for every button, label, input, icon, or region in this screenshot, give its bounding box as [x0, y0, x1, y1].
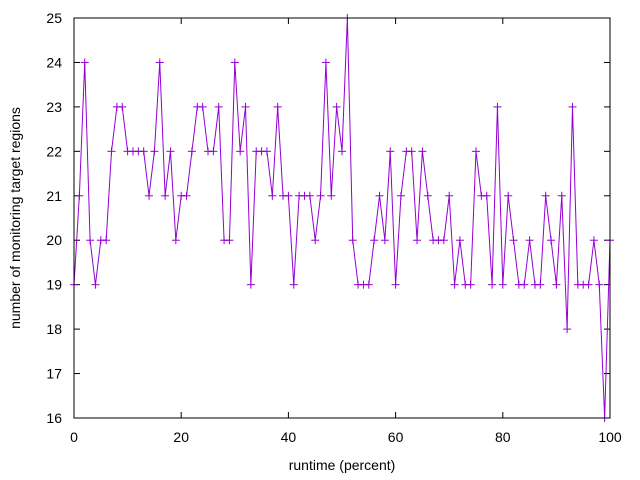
y-tick-label: 19: [46, 277, 62, 293]
data-point: [332, 102, 341, 111]
data-point: [563, 325, 572, 334]
data-point: [557, 191, 566, 200]
data-point: [338, 147, 346, 156]
data-point: [482, 191, 491, 200]
data-point: [568, 102, 577, 111]
data-point: [584, 280, 593, 289]
data-point: [552, 280, 561, 289]
data-point: [466, 280, 475, 289]
data-point: [268, 191, 277, 200]
tick-labels: 0 20 40 60 80 100 16 17 18 19 20 21 22 23 24 25: [46, 10, 621, 445]
data-point: [139, 147, 148, 156]
y-tick-label: 21: [46, 188, 62, 204]
data-point: [413, 236, 422, 245]
data-point: [407, 147, 416, 156]
data-point: [107, 147, 116, 156]
data-point: [472, 147, 480, 156]
data-point: [455, 236, 464, 245]
data-point: [161, 191, 170, 200]
data-point: [541, 191, 550, 200]
data-point: [391, 280, 400, 289]
data-point: [118, 102, 127, 111]
data-point: [150, 147, 159, 156]
x-tick-label: 40: [281, 429, 297, 445]
y-tick-label: 24: [46, 54, 62, 70]
data-point: [327, 191, 336, 200]
data-point: [316, 191, 325, 200]
data-point: [80, 58, 89, 67]
data-point: [311, 236, 320, 245]
data-point: [520, 280, 529, 289]
data-point: [348, 236, 357, 245]
data-point: [86, 236, 95, 245]
data-point: [284, 191, 293, 200]
x-tick-label: 80: [495, 429, 511, 445]
data-point: [498, 280, 507, 289]
data-point: [246, 280, 255, 289]
data-point: [102, 236, 111, 245]
series-group: [70, 14, 614, 422]
data-point: [509, 236, 518, 245]
data-point: [536, 280, 545, 289]
y-tick-label: 20: [46, 232, 62, 248]
data-point: [145, 191, 154, 200]
series-line: [73, 17, 611, 419]
data-point: [166, 147, 175, 156]
y-axis-label: number of monitoring target regions: [7, 107, 23, 329]
data-point: [375, 191, 384, 200]
x-tick-label: 0: [70, 429, 78, 445]
data-point: [488, 280, 497, 289]
x-tick-label: 60: [388, 429, 404, 445]
data-point: [289, 280, 298, 289]
data-point: [187, 147, 196, 156]
y-tick-label: 22: [46, 143, 62, 159]
data-point: [236, 147, 245, 156]
y-tick-label: 23: [46, 99, 62, 115]
data-point: [589, 236, 598, 245]
data-point: [91, 280, 100, 289]
data-point: [595, 280, 604, 289]
data-point: [241, 102, 250, 111]
data-point: [423, 191, 432, 200]
data-point: [171, 236, 180, 245]
data-point: [209, 147, 218, 156]
data-point: [321, 58, 330, 67]
data-point: [525, 236, 534, 245]
data-point: [364, 280, 373, 289]
data-point: [380, 236, 389, 245]
data-point: [182, 191, 191, 200]
tick-marks: [73, 17, 611, 419]
data-point: [262, 147, 271, 156]
data-point: [504, 191, 513, 200]
y-tick-label: 16: [46, 410, 62, 426]
data-point: [225, 236, 234, 245]
data-point: [547, 236, 556, 245]
data-point: [418, 147, 427, 156]
data-point: [493, 102, 502, 111]
data-point: [273, 102, 282, 111]
data-point: [230, 58, 239, 67]
y-tick-label: 18: [46, 321, 62, 337]
data-point: [214, 102, 223, 111]
x-tick-label: 20: [173, 429, 189, 445]
x-axis-label: runtime (percent): [289, 457, 396, 473]
data-point: [450, 280, 459, 289]
data-point: [439, 236, 448, 245]
data-point: [396, 191, 405, 200]
plot-frame: [73, 17, 611, 419]
x-tick-label: 100: [598, 429, 622, 445]
data-point: [445, 191, 454, 200]
data-point: [155, 58, 164, 67]
data-point: [75, 191, 84, 200]
data-point: [386, 147, 395, 156]
data-point: [370, 236, 379, 245]
y-tick-label: 25: [46, 10, 62, 26]
data-point: [198, 102, 207, 111]
data-point: [305, 191, 314, 200]
y-tick-label: 17: [46, 366, 62, 382]
